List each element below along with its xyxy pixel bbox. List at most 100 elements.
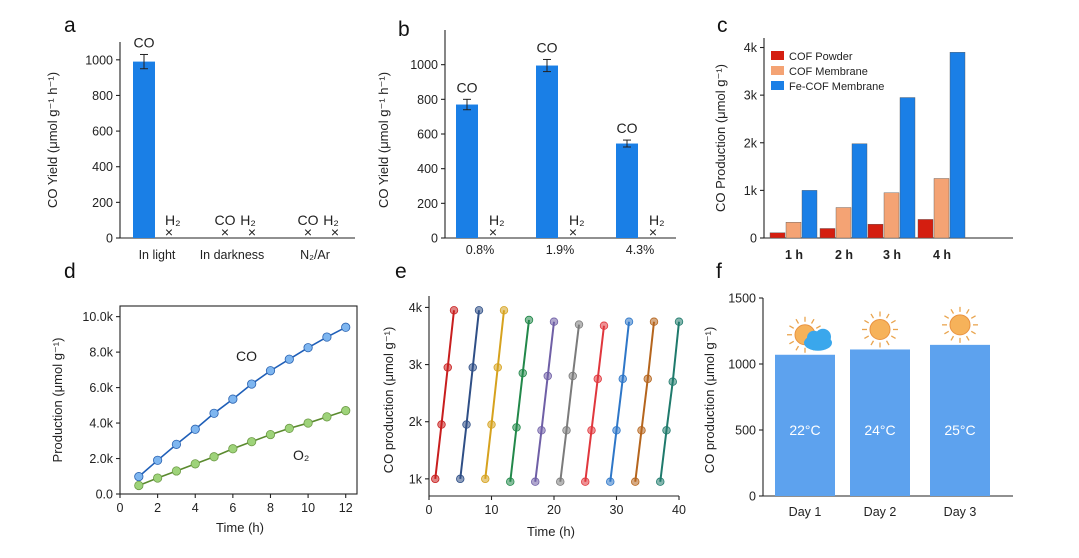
- sun-ray: [970, 315, 976, 319]
- series-point: [322, 412, 332, 422]
- x-tick-label: 1 h: [785, 248, 803, 262]
- series-label-o2: O₂: [293, 447, 309, 463]
- legend-label: COF Powder: [789, 51, 853, 63]
- y-tick-label: 6.0k: [89, 381, 113, 395]
- h2-label: H₂: [240, 212, 256, 228]
- sun-ray: [870, 340, 875, 346]
- series-label-co: CO: [236, 348, 257, 364]
- sun-ray: [944, 330, 950, 335]
- series-point: [209, 408, 219, 418]
- series-point: [247, 379, 257, 389]
- cycle-point: [474, 306, 484, 315]
- x-tick-label: 20: [547, 503, 561, 517]
- x-tick-label: 4 h: [933, 248, 951, 262]
- y-axis-label: CO Yield (μmol g⁻¹ h⁻¹): [45, 72, 60, 208]
- bar-0: [769, 232, 786, 239]
- bar: [850, 349, 910, 496]
- y-tick-label: 3k: [409, 358, 423, 372]
- y-tick-label: 400: [417, 162, 438, 176]
- x-tick-label: 2: [154, 501, 161, 515]
- bar-2: [899, 97, 916, 239]
- sun-ray: [810, 318, 815, 324]
- cycle-line: [434, 310, 455, 479]
- y-axis-label: CO production (μmol g⁻¹): [381, 327, 396, 474]
- panel-b: b 0 200 400 600 800 1000 CO Yield (μmol g⁻¹ h⁻¹…: [376, 18, 676, 257]
- sun-disc: [949, 314, 971, 336]
- cycle-point: [456, 474, 465, 484]
- y-tick-label: 2k: [744, 136, 758, 150]
- co-label: CO: [134, 34, 155, 50]
- series-point: [284, 354, 294, 364]
- y-tick-label: 400: [92, 160, 113, 174]
- cycle-point: [618, 374, 627, 384]
- bar-2: [949, 52, 966, 239]
- x-tick-label: 2 h: [835, 248, 853, 262]
- h2-label: H₂: [323, 212, 339, 228]
- series-point: [134, 480, 144, 491]
- series-point: [228, 444, 238, 454]
- cycle-point: [431, 474, 440, 484]
- y-tick-label: 8.0k: [89, 346, 113, 360]
- cycle-line: [609, 321, 630, 482]
- panel-letter: f: [716, 260, 722, 283]
- panel-f: f 0 500 1000 1500 CO production (μmol g⁻¹) 22°…: [702, 260, 1013, 519]
- h2-marker: ×: [165, 224, 173, 240]
- bar-co: [536, 65, 558, 239]
- series-point: [284, 423, 294, 433]
- series-point: [153, 473, 163, 483]
- cycle-point: [524, 315, 534, 325]
- bar-co: [133, 61, 155, 238]
- x-tick-label: Day 1: [789, 505, 822, 519]
- series-point: [341, 406, 351, 416]
- sun-ray: [864, 319, 870, 324]
- y-tick-label: 600: [417, 128, 438, 142]
- axes: [119, 42, 355, 239]
- cycle-point: [662, 426, 671, 435]
- cycle-point: [599, 321, 609, 330]
- bar-1: [933, 178, 950, 239]
- co-label: CO: [298, 212, 319, 228]
- sun-ray: [885, 313, 890, 319]
- series-point: [153, 455, 163, 465]
- panel-letter: a: [64, 14, 76, 37]
- bar-2: [801, 190, 818, 239]
- h2-marker: ×: [331, 224, 339, 240]
- sun-icon: [862, 311, 898, 348]
- sun-icon: [942, 306, 978, 343]
- x-tick-label: 10: [301, 501, 315, 515]
- y-tick-label: 200: [92, 196, 113, 210]
- sun-ray: [864, 335, 870, 340]
- cycle-point: [462, 420, 471, 429]
- series-point: [265, 366, 276, 376]
- x-tick-label: 12: [339, 501, 353, 515]
- cycle-point: [574, 320, 584, 329]
- co-label: CO: [537, 39, 558, 55]
- y-tick-label: 2.0k: [89, 452, 113, 466]
- bar-co: [456, 104, 478, 239]
- y-tick-label: 1000: [728, 358, 756, 372]
- legend-label: COF Membrane: [789, 66, 868, 78]
- panel-letter: d: [64, 260, 76, 283]
- sun-ray: [789, 325, 795, 329]
- cycle-point: [612, 426, 621, 435]
- y-axis-label: CO production (μmol g⁻¹): [702, 327, 717, 474]
- x-tick-label: 40: [672, 503, 686, 517]
- h2-marker: ×: [221, 224, 229, 240]
- cycle-point: [537, 426, 546, 435]
- axes: [444, 30, 676, 239]
- sun-ray: [789, 340, 795, 345]
- sun-ray: [890, 319, 896, 324]
- cycle-point: [674, 317, 684, 326]
- h2-label: H₂: [569, 212, 585, 228]
- x-tick-label: 4.3%: [626, 243, 655, 257]
- cycle-line: [584, 325, 605, 482]
- cycle-point: [468, 363, 477, 372]
- panel-d: d 0.0 2.0k 4.0k 6.0k 8.0k 10.0k 0 2 4 6 8 10 12 Time (…: [50, 260, 358, 535]
- series-line: [138, 409, 346, 487]
- cloud-shape: [815, 328, 831, 345]
- sun-ray: [815, 325, 821, 329]
- h2-marker: ×: [304, 224, 312, 240]
- series-point: [209, 452, 219, 462]
- cycle-point: [649, 317, 659, 326]
- cycle-line: [534, 321, 555, 482]
